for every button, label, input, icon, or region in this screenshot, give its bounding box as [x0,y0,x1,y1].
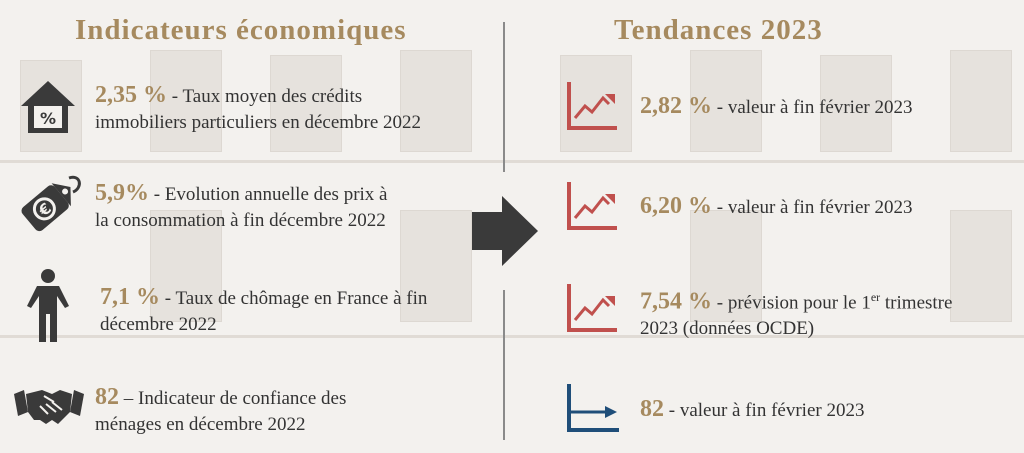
item-text: – Indicateur de confiance des [119,388,347,409]
right-panel-title: Tendances 2023 [614,14,823,46]
item-text-line2: 2023 (données OCDE) [640,318,815,340]
divider-top [503,22,505,172]
item-text: - valeur à fin février 2023 [712,97,913,118]
left-item-inflation: 5,9% - Evolution annuelle des prix à la … [95,180,388,234]
left-item-credit-rate: 2,35 % - Taux moyen des crédits immobili… [95,82,421,136]
item-value: 5,9% [95,180,149,206]
item-text: - valeur à fin février 2023 [664,400,865,421]
divider-bottom [503,290,505,440]
trend-flat-chart-icon [567,384,619,432]
trend-up-chart-icon [567,182,617,230]
left-item-household-confidence: 82 – Indicateur de confiance des ménages… [95,384,346,438]
item-text-line2: décembre 2022 [100,314,217,335]
right-item-trend-4: 82 - valeur à fin février 2023 [640,396,864,424]
right-arrow-icon [472,196,538,266]
right-item-trend-1: 2,82 % - valeur à fin février 2023 [640,93,912,121]
item-text: - Taux moyen des crédits [167,86,363,107]
house-percent-icon: % [21,81,75,133]
item-value: 82 [640,396,664,422]
item-text: - prévision pour le 1 [712,292,871,314]
item-text: - valeur à fin février 2023 [712,197,913,218]
item-text-line2: immobiliers particuliers en décembre 202… [95,112,422,133]
left-panel-title: Indicateurs économiques [75,14,407,46]
trend-up-chart-icon [567,284,617,332]
item-superscript: er [870,290,881,304]
item-text: - Taux de chômage en France à fin [160,288,428,309]
person-icon [27,269,69,342]
item-value: 7,1 % [100,284,160,310]
item-value: 2,82 % [640,93,712,119]
right-item-trend-2: 6,20 % - valeur à fin février 2023 [640,193,912,221]
item-value: 6,20 % [640,193,712,219]
left-item-unemployment: 7,1 % - Taux de chômage en France à fin … [100,284,427,338]
item-text-line2: ménages en décembre 2022 [95,414,306,435]
svg-text:%: % [40,109,56,128]
euro-tag-icon: € [21,175,81,232]
item-text-line2: la consommation à fin décembre 2022 [95,210,386,231]
item-text: - Evolution annuelle des prix à [149,184,388,205]
item-text-after: trimestre [880,292,953,314]
item-value: 82 [95,384,119,410]
trend-up-chart-icon [567,82,617,130]
item-value: 7,54 % [640,288,712,315]
handshake-icon [14,390,84,424]
item-value: 2,35 % [95,82,167,108]
right-item-trend-3: 7,54 % - prévision pour le 1er trimestre… [640,284,952,342]
